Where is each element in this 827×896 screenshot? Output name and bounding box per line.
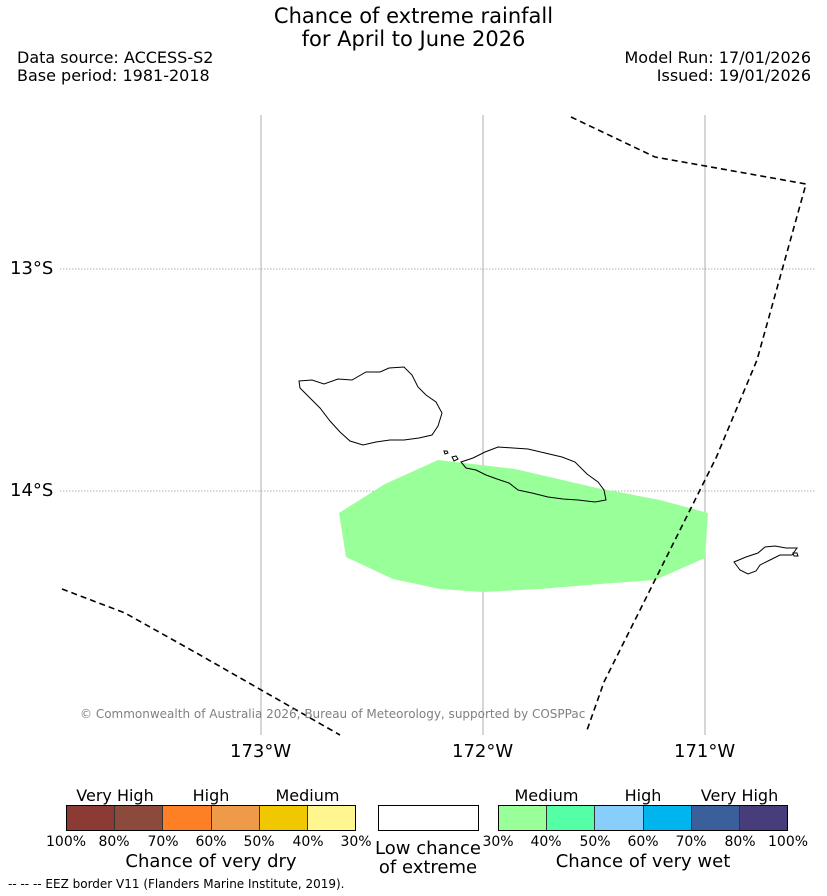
- wet-category-very-high: Very High: [700, 786, 779, 805]
- map-canvas: [60, 115, 815, 736]
- wet-tick-30: 30%: [482, 834, 514, 850]
- dry-tick-80: 80%: [98, 834, 130, 850]
- wet-tick-100: 100%: [768, 834, 809, 850]
- tutuila-island-coastline: [733, 545, 798, 575]
- dry-category-very-high: Very High: [76, 786, 154, 805]
- dry-tick-50: 50%: [243, 834, 275, 850]
- dry-swatch-80-70: [115, 806, 164, 830]
- upolu-island-coastline: [460, 446, 607, 503]
- wet-swatch-70-80: [691, 806, 740, 830]
- manono-islet-coastline: [451, 455, 459, 462]
- wet-colorbar: [498, 805, 788, 831]
- apolima-islet-coastline: [443, 450, 449, 455]
- dry-tick-40: 40%: [292, 834, 324, 850]
- dry-colorbar: [66, 805, 356, 831]
- model-run: Model Run: 17/01/2026: [624, 48, 812, 67]
- wet-tick-50: 50%: [579, 834, 611, 850]
- eez-border-north-east: [570, 116, 808, 734]
- low-chance-title-line1: Low chance: [375, 838, 481, 859]
- lon-label-171w: 171°W: [674, 741, 736, 762]
- dry-category-high: High: [192, 786, 230, 805]
- wet-swatch-60-70: [643, 806, 692, 830]
- data-source: Data source: ACCESS-S2: [17, 48, 214, 67]
- eez-border-south-west: [61, 588, 341, 736]
- wet-tick-70: 70%: [675, 834, 707, 850]
- forecast-region-medium-wet: [339, 460, 708, 592]
- dry-category-medium: Medium: [275, 786, 340, 805]
- wet-swatch-50-60: [595, 806, 644, 830]
- dry-legend-title: Chance of very dry: [125, 851, 297, 872]
- eez-footnote: -- -- -- EEZ border V11 (Flanders Marine…: [8, 877, 345, 891]
- savaii-island-coastline: [298, 366, 443, 446]
- lon-label-173w: 173°W: [230, 741, 292, 762]
- wet-category-high: High: [624, 786, 662, 805]
- dry-tick-100: 100%: [46, 834, 87, 850]
- wet-swatch-30-40: [499, 806, 548, 830]
- lat-label-14s: 14°S: [10, 480, 54, 501]
- wet-tick-40: 40%: [530, 834, 562, 850]
- gridlines: [60, 115, 815, 735]
- dry-swatch-70-60: [163, 806, 212, 830]
- chart-title-line1: Chance of extreme rainfall: [273, 4, 554, 28]
- chart-title-line2: for April to June 2026: [301, 27, 526, 51]
- dry-swatch-100-80: [67, 806, 116, 830]
- low-chance-title-line2: of extreme: [378, 857, 478, 878]
- dry-swatch-40-30: [307, 806, 356, 830]
- eez-borders: [61, 116, 808, 736]
- wet-legend-title: Chance of very wet: [555, 851, 731, 872]
- coastlines: [298, 366, 799, 575]
- dry-tick-60: 60%: [195, 834, 227, 850]
- wet-swatch-80-100: [739, 806, 788, 830]
- wet-tick-80: 80%: [724, 834, 756, 850]
- dry-swatch-50-40: [259, 806, 308, 830]
- wet-category-medium: Medium: [514, 786, 579, 805]
- dry-swatch-60-50: [211, 806, 260, 830]
- issued-date: Issued: 19/01/2026: [656, 66, 811, 85]
- dry-tick-70: 70%: [147, 834, 179, 850]
- aunuu-islet-coastline: [792, 552, 799, 557]
- wet-tick-60: 60%: [627, 834, 659, 850]
- map-copyright: © Commonwealth of Australia 2026, Bureau…: [80, 707, 586, 721]
- dry-tick-30: 30%: [340, 834, 372, 850]
- lat-label-13s: 13°S: [10, 258, 54, 279]
- base-period: Base period: 1981-2018: [17, 66, 210, 85]
- lon-label-172w: 172°W: [452, 741, 514, 762]
- low-chance-swatch: [378, 805, 479, 831]
- wet-swatch-40-50: [547, 806, 596, 830]
